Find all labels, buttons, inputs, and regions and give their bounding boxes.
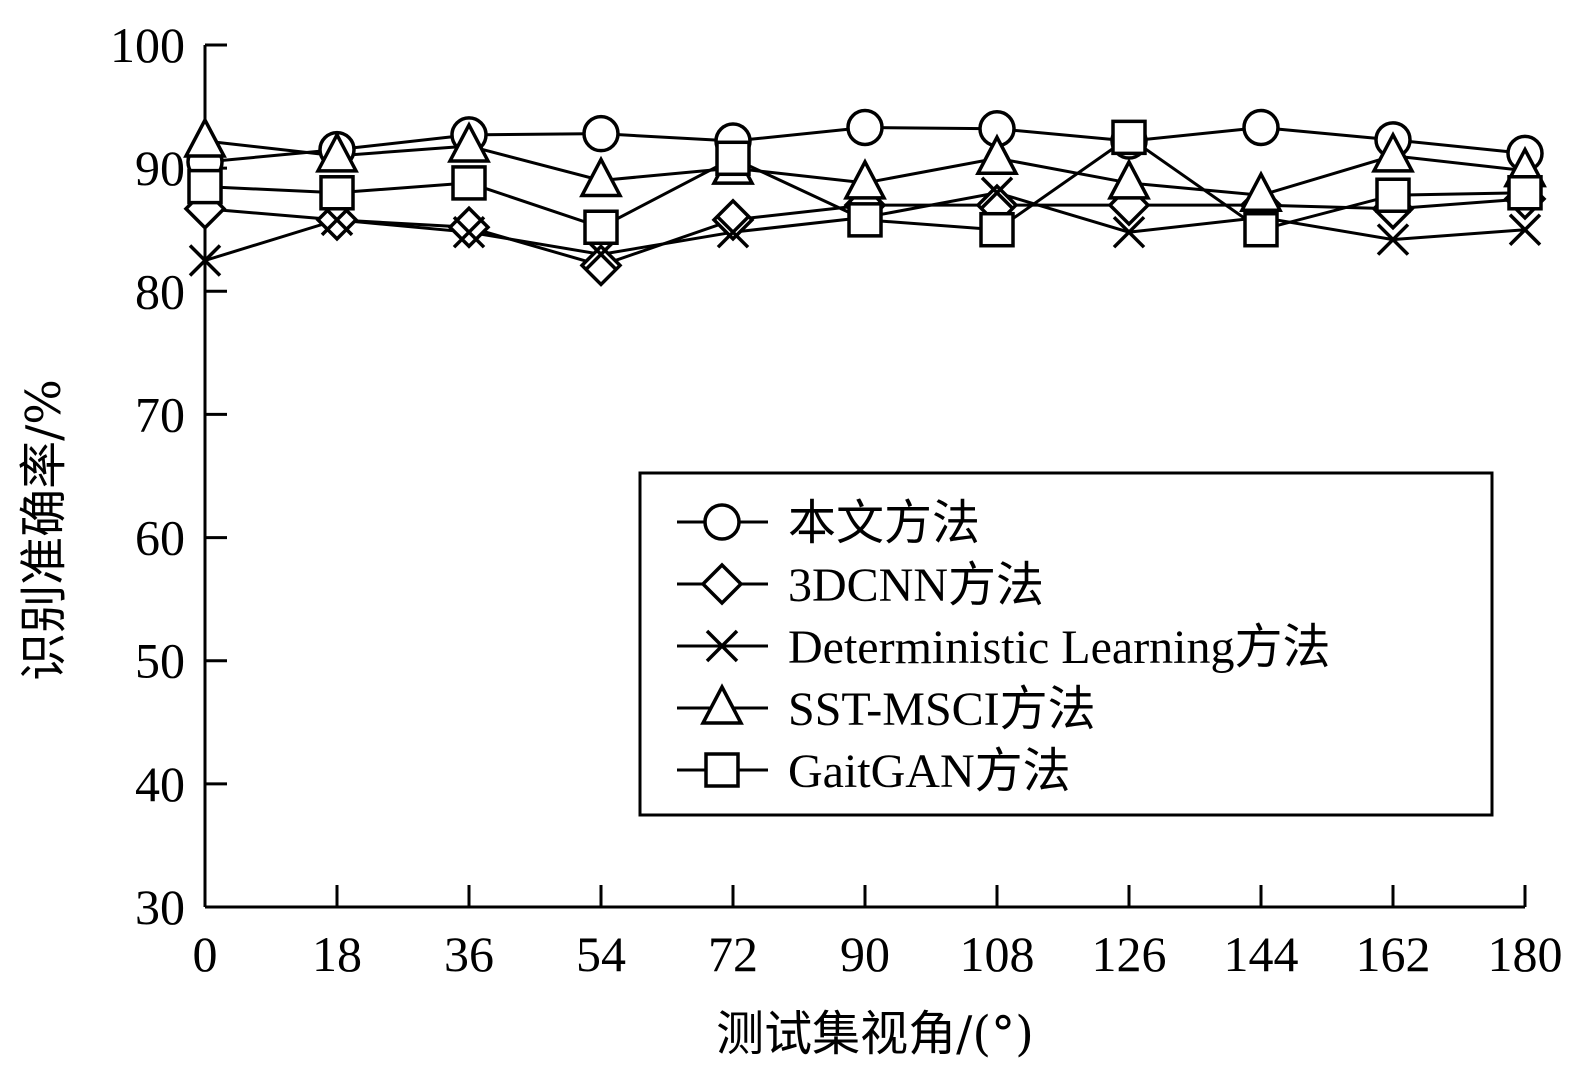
legend-marker-triangle [700,683,744,725]
data-point-2-diamond [711,198,755,242]
x-tick-label: 162 [1356,926,1431,982]
data-point-5-square [1507,175,1543,211]
y-tick-label: 60 [135,510,185,566]
data-point-3-x [716,215,750,249]
data-point-4-triangle [315,131,359,173]
data-point-5-square [319,175,355,211]
y-tick-label: 70 [135,386,185,442]
legend-marker-square [704,752,740,788]
data-point-4-triangle [975,133,1019,176]
data-point-1-circle [582,114,620,153]
data-point-3-x [980,176,1014,210]
x-tick-label: 144 [1224,926,1299,982]
data-point-3-x [1376,223,1410,256]
data-point-5-square [583,209,619,246]
data-point-1-circle [1242,108,1280,147]
data-point-5-square [715,140,751,177]
legend-label: 3DCNN方法 [788,559,1044,612]
data-point-4-triangle [447,121,491,163]
data-point-2-diamond [579,243,623,287]
data-point-3-x [1112,215,1146,249]
legend-marker-circle [703,503,741,541]
x-tick-label: 36 [444,926,494,982]
data-point-5-square [979,211,1015,248]
data-point-4-triangle [579,155,623,198]
x-tick-label: 108 [960,926,1035,982]
x-tick-label: 126 [1092,926,1167,982]
y-tick-label: 30 [135,879,185,935]
data-point-4-triangle [1371,131,1415,173]
y-tick-label: 80 [135,263,185,319]
legend-label: 本文方法 [788,497,980,550]
data-point-1-circle [846,108,884,147]
data-point-3-x [188,244,222,277]
x-tick-label: 0 [193,926,218,982]
y-tick-label: 90 [135,140,185,196]
x-tick-label: 18 [312,926,362,982]
y-axis-label: 识别准确率/% [16,379,72,681]
legend-marker-diamond [700,562,744,606]
series-markers [183,108,1547,287]
data-point-3-x [452,215,486,249]
data-point-5-square [847,202,883,238]
x-tick-label: 90 [840,926,890,982]
x-ticks: 0 18 36 54 72 90 108 126 144 162 180 [193,885,1563,982]
x-axis-label: 测试集视角/(°) [716,1006,1034,1062]
legend-label: Deterministic Learning方法 [788,621,1331,674]
data-point-2-diamond [447,205,491,249]
data-point-5-square [1243,211,1279,248]
legend-label: GaitGAN方法 [788,745,1071,798]
data-point-5-square [451,165,487,201]
data-point-5-square [1111,119,1147,156]
legend: 本文方法 3DCNN方法 Deterministic Learning方法 SST-M… [638,471,1494,817]
y-tick-label: 50 [135,633,185,689]
legend-label: SST-MSCI方法 [788,683,1096,736]
data-point-4-triangle [1239,170,1283,212]
legend-box [638,471,1494,817]
data-point-5-square [1375,177,1411,213]
data-point-4-triangle [843,158,887,200]
data-point-4-triangle [1107,158,1151,200]
x-tick-label: 72 [708,926,758,982]
data-point-3-x [1508,213,1542,246]
legend-marker-x [705,629,739,663]
x-tick-label: 180 [1488,926,1563,982]
x-tick-label: 54 [576,926,626,982]
data-point-5-square [187,168,223,205]
y-ticks: 30 40 50 60 70 80 90 100 [110,17,227,935]
y-tick-label: 100 [110,17,185,73]
data-point-4-triangle [183,116,227,158]
y-tick-label: 40 [135,756,185,812]
